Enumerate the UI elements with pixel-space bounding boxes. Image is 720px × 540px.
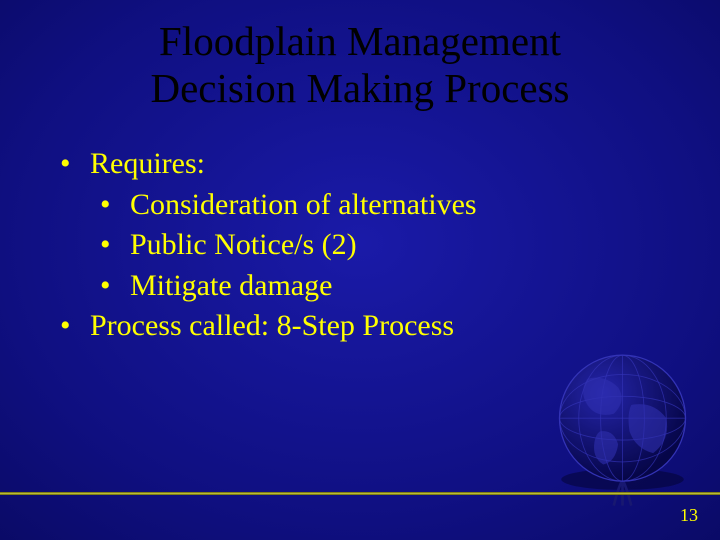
bullet-item: •Requires: xyxy=(60,144,720,185)
divider-line xyxy=(0,492,720,495)
title-line-2: Decision Making Process xyxy=(150,65,569,111)
bullet-item: •Public Notice/s (2) xyxy=(60,225,720,266)
bullet-item: •Consideration of alternatives xyxy=(60,185,720,226)
bullet-text: Process called: 8-Step Process xyxy=(90,309,454,342)
slide-title: Floodplain Management Decision Making Pr… xyxy=(0,0,720,112)
bullet-icon: • xyxy=(100,266,130,307)
bullet-item: •Mitigate damage xyxy=(60,266,720,307)
slide-body: •Requires: •Consideration of alternative… xyxy=(0,112,720,347)
bullet-icon: • xyxy=(100,225,130,266)
bullet-icon: • xyxy=(60,144,90,185)
bullet-text: Public Notice/s (2) xyxy=(130,228,357,261)
page-number: 13 xyxy=(680,505,698,526)
bullet-text: Mitigate damage xyxy=(130,269,332,302)
bullet-text: Requires: xyxy=(90,147,205,180)
bullet-icon: • xyxy=(60,306,90,347)
bullet-icon: • xyxy=(100,185,130,226)
globe-icon xyxy=(535,335,710,510)
title-line-1: Floodplain Management xyxy=(159,18,561,64)
bullet-text: Consideration of alternatives xyxy=(130,188,477,221)
